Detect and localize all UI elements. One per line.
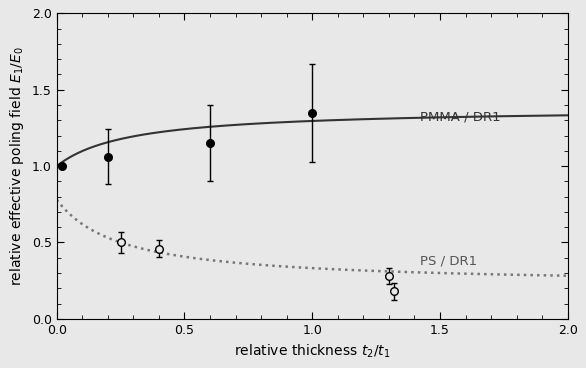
Text: PMMA / DR1: PMMA / DR1 xyxy=(420,111,500,124)
X-axis label: relative thickness $t_2/t_1$: relative thickness $t_2/t_1$ xyxy=(234,342,390,360)
Y-axis label: relative effective poling field $E_1/E_0$: relative effective poling field $E_1/E_0… xyxy=(8,46,26,286)
Text: PS / DR1: PS / DR1 xyxy=(420,254,476,267)
